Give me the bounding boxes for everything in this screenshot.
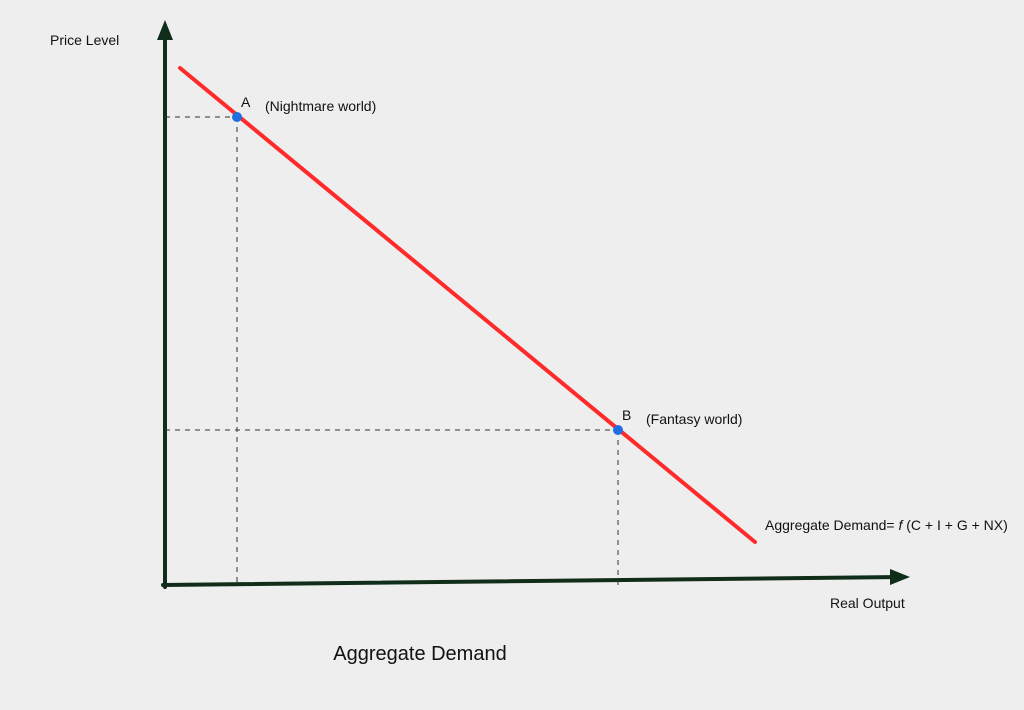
chart-svg: A (Nightmare world) B (Fantasy world) Aggreg… [0,0,1024,710]
aggregate-demand-chart: A (Nightmare world) B (Fantasy world) Aggreg… [0,0,1024,710]
x-axis-label: Real Output [830,595,905,611]
demand-line-label: Aggregate Demand= f (C + I + G + NX) [765,517,1008,533]
point-annotation-A: (Nightmare world) [265,98,376,114]
chart-title: Aggregate Demand [333,643,506,665]
point-label-B: B [622,407,631,423]
point-A [232,112,242,122]
point-B [613,425,623,435]
point-annotation-B: (Fantasy world) [646,411,742,427]
point-label-A: A [241,94,251,110]
y-axis-label: Price Level [50,32,119,48]
